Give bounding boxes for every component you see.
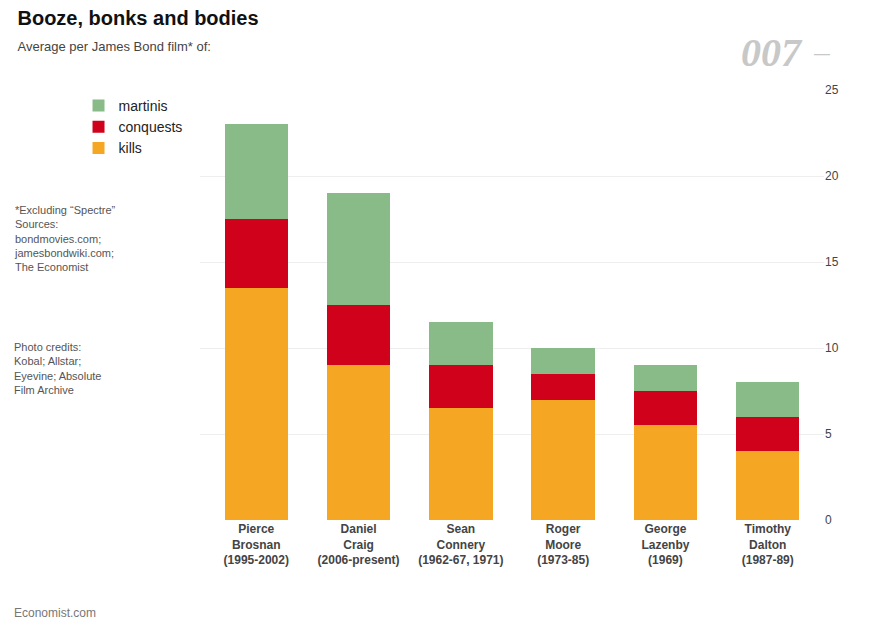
svg-text:Photo credits:Kobal; Allstar;E: Photo credits:Kobal; Allstar;Eyevine; Ab…	[14, 341, 101, 396]
svg-text:Booze, bonks and bodiesAverage: Booze, bonks and bodiesAverage per James…	[17, 7, 258, 54]
svg-text:SeanConnery(1962-67, 1971): SeanConnery(1962-67, 1971)	[418, 522, 503, 567]
svg-text:20: 20	[825, 169, 839, 183]
svg-text:TimothyDalton(1987-89): TimothyDalton(1987-89)	[742, 522, 794, 567]
svg-text:25: 25	[825, 83, 839, 97]
svg-text:conquests: conquests	[119, 119, 183, 135]
svg-text:GeorgeLazenby(1969): GeorgeLazenby(1969)	[641, 522, 689, 567]
svg-text:martinis: martinis	[119, 98, 168, 114]
svg-text:DanielCraig(2006-present): DanielCraig(2006-present)	[318, 522, 400, 567]
svg-text:007: 007	[741, 30, 803, 75]
svg-text:—: —	[814, 45, 830, 62]
svg-text:PierceBrosnan(1995-2002): PierceBrosnan(1995-2002)	[224, 522, 289, 567]
svg-text:0: 0	[825, 513, 832, 527]
svg-text:RogerMoore(1973-85): RogerMoore(1973-85)	[537, 522, 589, 567]
svg-text:15: 15	[825, 255, 839, 269]
svg-text:5: 5	[825, 427, 832, 441]
svg-text:kills: kills	[119, 140, 142, 156]
svg-text:Economist.com: Economist.com	[14, 606, 96, 620]
svg-text:*Excluding “Spectre”Sources:bo: *Excluding “Spectre”Sources:bondmovies.c…	[14, 204, 116, 273]
svg-text:10: 10	[825, 341, 839, 355]
